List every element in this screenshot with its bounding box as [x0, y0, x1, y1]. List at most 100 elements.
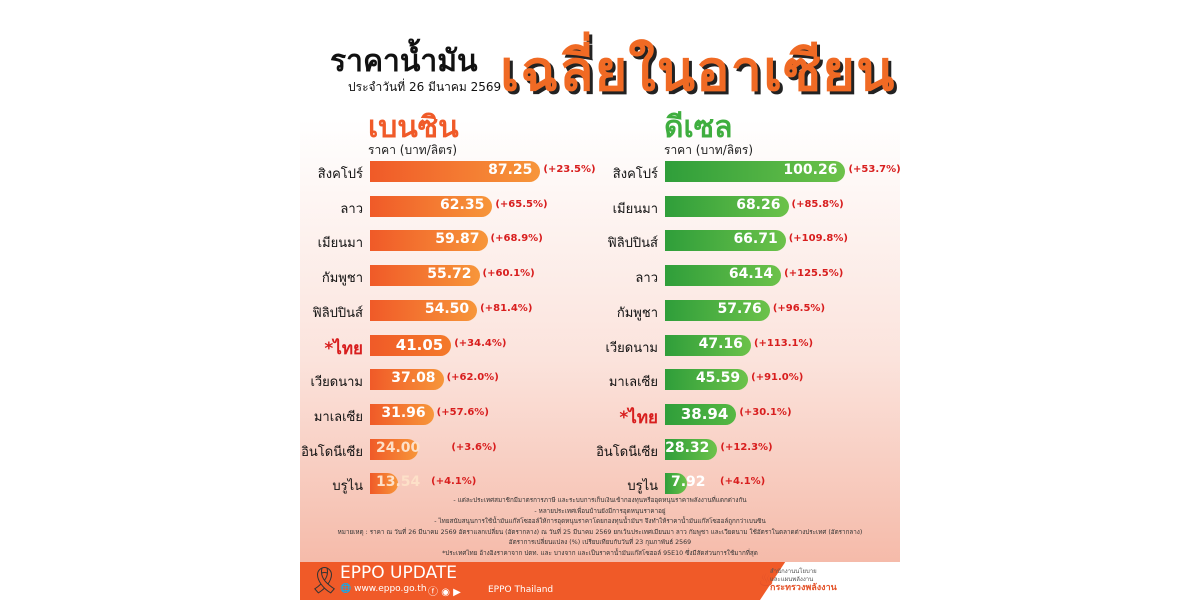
value-label: 24.00	[376, 439, 421, 456]
bar-row: มาเลเซีย 45.59 (+91.0%)	[300, 369, 900, 391]
country-label: ฟิลิปปินส์	[607, 236, 659, 252]
note: *ประเทศไทย อ้างอิงราคาจาก ปตท. และ บางจา…	[442, 549, 758, 557]
country-label: สิงคโปร์	[612, 167, 658, 182]
date-label: ประจำวันที่ 26 มีนาคม 2569	[348, 80, 502, 94]
bar-row: อินโดนีเซีย 24.00 (+3.6%)	[300, 438, 900, 461]
bar-row: ฟิลิปปินส์ 66.71 (+109.8%)	[300, 230, 900, 252]
country-label: ลาว	[340, 201, 363, 217]
footer-logo-area	[760, 562, 900, 600]
bar	[370, 299, 478, 321]
note: - ไทยสนับสนุนการใช้น้ำมันแก๊สโซฮอล์ให้กา…	[434, 518, 766, 525]
country-label: *ไทย	[619, 407, 658, 428]
value-label: 38.94	[680, 404, 729, 423]
bar-row: สิงคโปร์ 87.25 (+23.5%)	[300, 161, 900, 183]
country-label: เมียนมา	[317, 236, 363, 252]
country-label: กัมพูชา	[321, 271, 363, 287]
change-label: (+30.1%)	[739, 406, 792, 418]
diesel-unit: ราคา (บาท/ลิตร)	[664, 143, 754, 157]
bar-row: *ไทย 38.94 (+30.1%)	[300, 403, 900, 428]
change-label: (+65.5%)	[495, 198, 548, 210]
value-label: 62.35	[440, 196, 485, 213]
bar	[370, 230, 488, 252]
bar-row: เมียนมา 59.87 (+68.9%)	[300, 230, 900, 252]
bar	[665, 265, 782, 287]
bar-row: อินโดนีเซีย 28.32 (+12.3%)	[300, 438, 900, 461]
change-label: (+85.8%)	[791, 198, 844, 210]
bar-row: มาเลเซีย 31.96 (+57.6%)	[300, 403, 900, 426]
value-label: 7.92	[671, 474, 706, 491]
bar	[665, 473, 687, 495]
bar	[370, 369, 444, 391]
note: - แต่ละประเทศสมาชิกมีมาตรการภาษี และระบบ…	[453, 497, 747, 504]
value-label: 59.87	[435, 231, 480, 248]
facebook-icon[interactable]: ⓕ	[428, 587, 438, 598]
bar-row: เมียนมา 68.26 (+85.8%)	[300, 195, 900, 218]
bar-row: ฟิลิปปินส์ 54.50 (+81.4%)	[300, 299, 900, 322]
bar	[665, 161, 846, 182]
benzine-heading: เบนซิน	[368, 110, 459, 145]
value-label: 41.05	[395, 335, 444, 354]
change-label: (+62.0%)	[446, 372, 499, 384]
bar	[370, 438, 419, 460]
black-ribbon-icon: 🎗	[308, 566, 342, 596]
change-label: (+57.6%)	[436, 406, 489, 418]
value-label: 66.71	[733, 231, 778, 248]
change-label: (+53.7%)	[848, 164, 900, 175]
website-link[interactable]: 🌐 www.eppo.go.th	[340, 584, 427, 594]
change-label: (+23.5%)	[543, 164, 596, 175]
bar	[665, 195, 789, 217]
country-label: ลาว	[635, 271, 658, 287]
bar	[665, 438, 718, 460]
country-label: เวียดนาม	[310, 375, 363, 391]
bar	[665, 369, 749, 391]
bar	[370, 195, 493, 217]
title-part2: เฉลี่ยในอาเซียน	[500, 39, 896, 104]
country-label: เวียดนาม	[605, 340, 658, 356]
value-label: 64.14	[728, 266, 774, 283]
country-label: เมียนมา	[612, 201, 658, 217]
bar-row: กัมพูชา 57.76 (+96.5%)	[300, 299, 900, 322]
value-label: 45.59	[695, 370, 741, 387]
bar-row: สิงคโปร์ 100.26 (+53.7%)	[300, 161, 900, 183]
country-label: บรูไน	[332, 479, 363, 495]
change-label: (+68.9%)	[490, 233, 543, 245]
change-label: (+81.4%)	[480, 302, 533, 314]
infographic: ราคาน้ำมัน ประจำวันที่ 26 มีนาคม 2569 เฉ…	[300, 0, 900, 600]
value-label: 100.26	[783, 162, 838, 178]
bar-row: ลาว 64.14 (+125.5%)	[300, 265, 900, 287]
website-text: www.eppo.go.th	[354, 584, 427, 594]
bar-row: เวียดนาม 37.08 (+62.0%)	[300, 369, 900, 391]
change-label: (+60.1%)	[482, 268, 535, 280]
value-label: 55.72	[427, 266, 472, 283]
value-label: 13.54	[376, 474, 421, 491]
value-label: 68.26	[736, 196, 781, 213]
bar	[665, 230, 786, 252]
bar	[370, 403, 434, 425]
bar	[370, 265, 480, 287]
bar-row: กัมพูชา 55.72 (+60.1%)	[300, 265, 900, 287]
bar	[665, 299, 770, 321]
social-icons[interactable]: ⓕ ◉ ▶	[428, 583, 461, 598]
youtube-icon[interactable]: ▶	[453, 587, 461, 598]
country-label: บรูไน	[627, 479, 658, 495]
note: - หลายประเทศเพื่อนบ้านยังมีการอุดหนุนราค…	[534, 507, 666, 515]
footnotes: - แต่ละประเทศสมาชิกมีมาตรการภาษี และระบบ…	[300, 496, 900, 559]
country-label: ฟิลิปปินส์	[312, 305, 364, 321]
change-label: (+4.1%)	[431, 476, 477, 488]
change-label: (+34.4%)	[454, 337, 507, 349]
bar	[370, 473, 399, 495]
twitter-icon[interactable]: ◉	[441, 587, 450, 598]
change-label: (+113.1%)	[753, 337, 814, 349]
change-label: (+109.8%)	[788, 233, 848, 245]
value-label: 57.76	[717, 300, 762, 317]
value-label: 37.08	[391, 370, 436, 387]
benzine-unit: ราคา (บาท/ลิตร)	[368, 143, 458, 157]
change-label: (+3.6%)	[451, 441, 497, 453]
change-label: (+12.3%)	[720, 441, 773, 453]
ministry-logo-icon: ♨	[758, 570, 775, 591]
country-label: สิงคโปร์	[317, 167, 363, 182]
bar-row: ลาว 62.35 (+65.5%)	[300, 195, 900, 218]
bar-row: *ไทย 41.05 (+34.4%)	[300, 334, 900, 359]
country-label: อินโดนีเซีย	[301, 444, 363, 460]
value-label: 54.50	[424, 300, 470, 317]
